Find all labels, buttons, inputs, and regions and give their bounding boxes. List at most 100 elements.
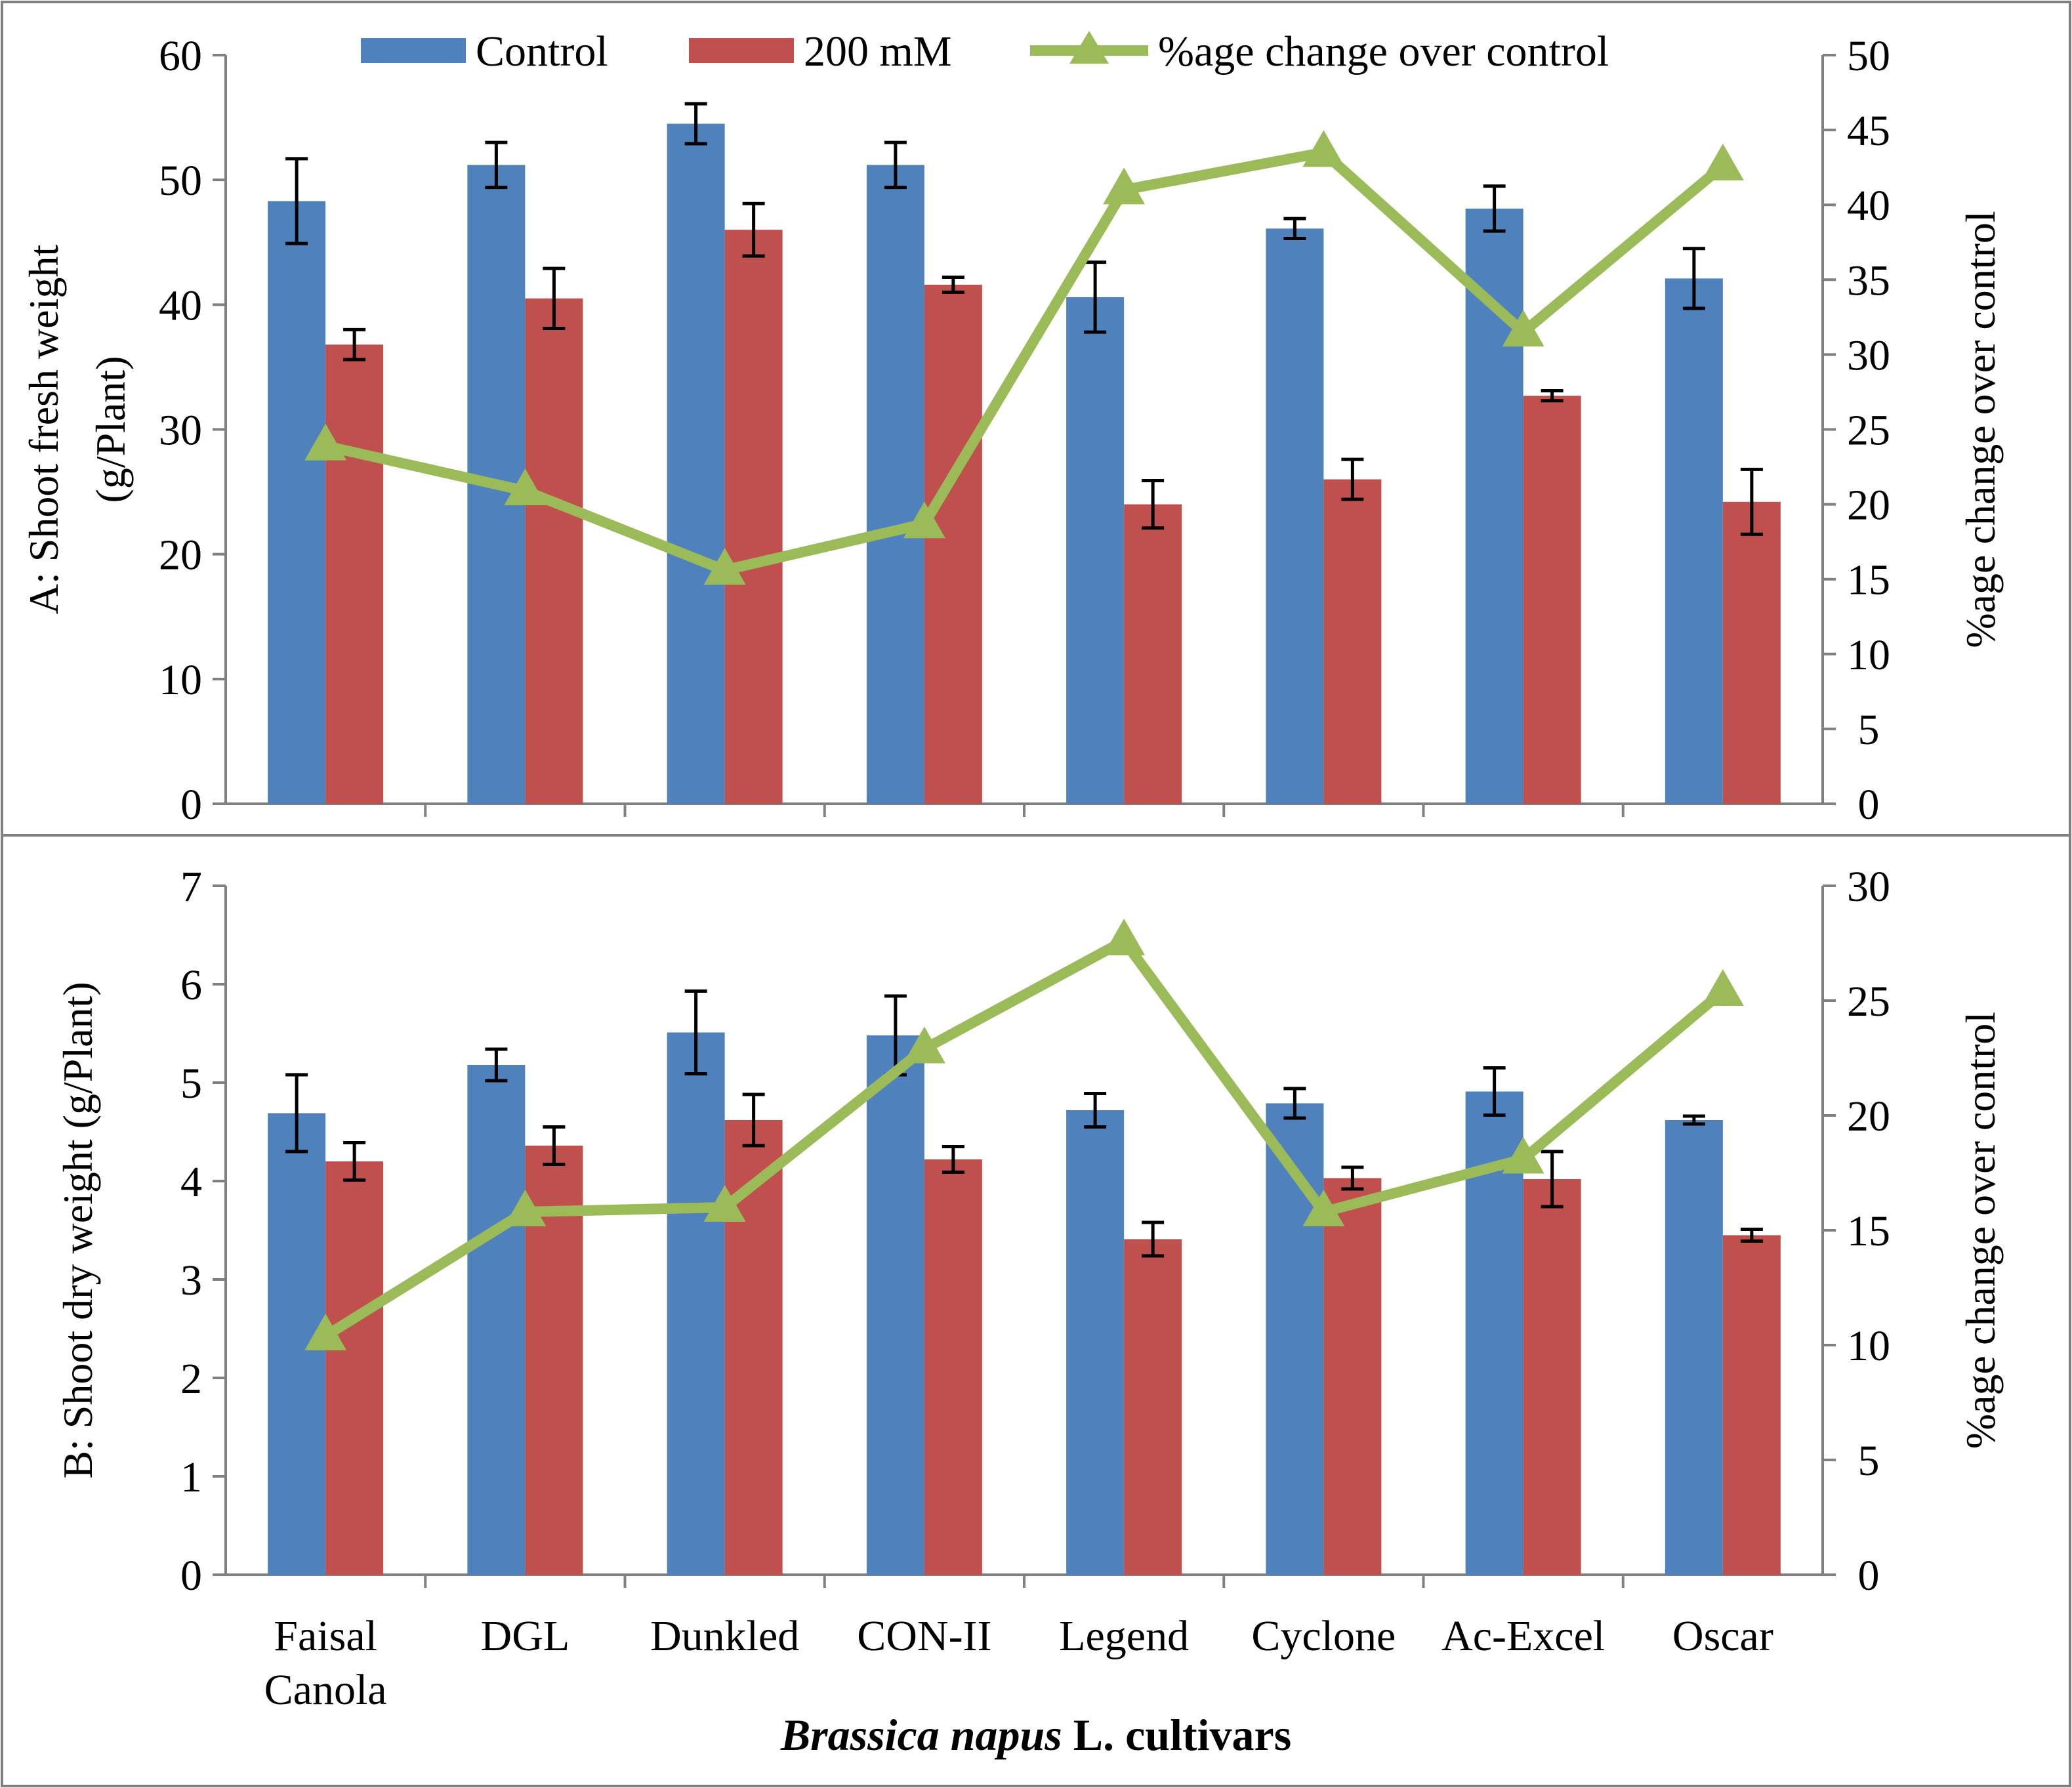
y2-tick-label: 25	[1847, 407, 1890, 455]
y2-tick-label: 5	[1858, 1437, 1880, 1485]
y2-tick-label: 50	[1847, 32, 1890, 80]
y2-tick-label: 45	[1847, 107, 1890, 155]
change-marker	[703, 1185, 746, 1222]
change-marker	[1502, 310, 1544, 347]
change-marker	[1502, 1136, 1544, 1174]
legend-change-marker	[1069, 31, 1109, 64]
y-tick-label: 1	[180, 1453, 202, 1501]
change-marker	[1103, 919, 1146, 955]
y2-tick-label: 10	[1847, 1322, 1890, 1370]
legend-control-label: Control	[476, 28, 608, 75]
control-bar	[1665, 1120, 1723, 1575]
category-label: Canola	[264, 1666, 387, 1714]
treated-bar	[1523, 1179, 1581, 1575]
panel-a-chart: 0 10 20 30 40 50 60 0 5 10 15 20 25 30 35 40 45 50 A: Shoo…	[20, 32, 2004, 829]
y-tick-label: 2	[180, 1355, 202, 1403]
y-tick-label: 6	[180, 961, 202, 1009]
change-marker	[903, 501, 945, 539]
y-tick-label: 10	[159, 656, 202, 704]
change-line	[322, 936, 1727, 1341]
x-axis-title-species: Brassica napus	[780, 1710, 1062, 1760]
x-axis-title-rest: L. cultivars	[1062, 1710, 1291, 1760]
legend-treated-swatch	[689, 38, 794, 63]
y2-tick-label: 30	[1847, 863, 1890, 911]
y-tick-label: 0	[180, 781, 202, 829]
category-label: DGL	[481, 1612, 570, 1660]
change-marker	[1302, 1190, 1345, 1226]
y2-tick-label: 40	[1847, 182, 1890, 230]
treated-bar	[525, 298, 583, 804]
treated-bar	[1722, 1235, 1781, 1575]
treated-bar	[924, 1159, 982, 1575]
y-tick-label: 0	[180, 1552, 202, 1600]
change-marker	[1302, 130, 1345, 167]
y-tick-label: 60	[159, 32, 202, 80]
y-tick-label: 50	[159, 157, 202, 205]
control-bar	[1066, 297, 1125, 804]
treated-bar	[1124, 1239, 1182, 1575]
category-label: Cyclone	[1251, 1612, 1396, 1660]
control-bar	[1465, 208, 1523, 804]
y2-tick-label: 25	[1847, 978, 1890, 1026]
change-line	[324, 147, 1726, 576]
panel-b-chart: 0 1 2 3 4 5 6 7 0 5 10 15 20 25 30 B: Shoot dry weight …	[54, 863, 2004, 1714]
legend-control-swatch	[361, 38, 466, 63]
y-tick-label: 20	[159, 531, 202, 579]
control-bar	[1665, 278, 1723, 804]
y2-tick-label: 20	[1847, 482, 1890, 530]
legend-treated-label: 200 mM	[804, 28, 952, 75]
y-axis-label-unit: (g/Plant)	[87, 356, 134, 503]
treated-bar	[325, 344, 384, 804]
y-tick-label: 3	[180, 1257, 202, 1304]
control-bar	[667, 123, 725, 804]
category-label: Dunkled	[650, 1612, 799, 1660]
treated-bar	[1323, 1178, 1382, 1575]
y-tick-label: 4	[180, 1158, 202, 1206]
treated-bar	[1722, 501, 1781, 804]
category-label: Ac-Excel	[1441, 1612, 1605, 1660]
y-tick-label: 30	[159, 407, 202, 455]
change-marker	[1103, 167, 1146, 205]
x-axis-title: Brassica napus L. cultivars	[780, 1710, 1291, 1760]
control-bar	[1266, 228, 1324, 804]
treated-bar	[1523, 396, 1581, 804]
category-label: Oscar	[1672, 1612, 1773, 1660]
treated-bar	[924, 284, 982, 804]
change-marker	[1701, 969, 1744, 1006]
y2-tick-label: 35	[1847, 257, 1890, 304]
y2-tick-label: 10	[1847, 631, 1890, 679]
category-label: CON-II	[857, 1612, 991, 1660]
change-marker	[304, 423, 347, 461]
y2-axis-label: %age change over control	[1957, 211, 2004, 648]
y2-tick-label: 20	[1847, 1092, 1890, 1140]
legend: Control 200 mM %age change over control	[361, 28, 1609, 75]
treated-bar	[1124, 504, 1182, 804]
control-bar	[1266, 1103, 1324, 1575]
y2-tick-label: 15	[1847, 1207, 1890, 1255]
change-marker	[903, 1026, 945, 1064]
y2-tick-label: 15	[1847, 556, 1890, 604]
control-bar	[667, 1032, 725, 1575]
y-axis-label: A: Shoot fresh weight	[20, 245, 67, 615]
panel-b-border	[1, 834, 2071, 1787]
change-marker	[703, 548, 746, 585]
y2-axis-label: %age change over control	[1957, 1012, 2004, 1449]
category-label: Legend	[1059, 1612, 1189, 1660]
y-tick-label: 40	[159, 281, 202, 329]
category-label: Faisal	[274, 1612, 377, 1660]
y2-tick-label: 30	[1847, 331, 1890, 379]
change-marker	[504, 1190, 547, 1226]
y2-tick-label: 0	[1858, 1552, 1880, 1600]
treated-bar	[1323, 479, 1382, 804]
y-tick-label: 5	[180, 1060, 202, 1108]
legend-change-label: %age change over control	[1158, 28, 1609, 75]
y-tick-label: 7	[180, 863, 202, 911]
y-axis-label: B: Shoot dry weight (g/Plant)	[54, 982, 101, 1478]
control-bar	[1066, 1110, 1125, 1575]
y2-tick-label: 0	[1858, 781, 1880, 829]
treated-bar	[325, 1161, 384, 1575]
treated-bar	[724, 230, 783, 804]
control-bar	[866, 1035, 924, 1575]
change-marker	[504, 468, 547, 506]
